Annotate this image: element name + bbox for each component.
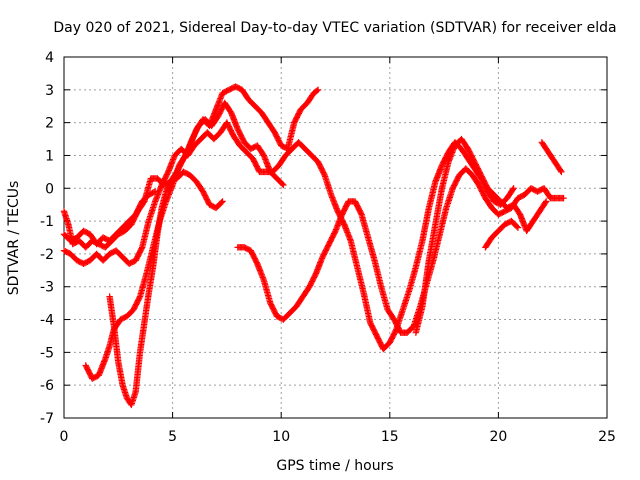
y-tick-label: -5 — [40, 345, 54, 361]
data-point — [136, 294, 143, 302]
chart-title: Day 020 of 2021, Sidereal Day-to-day VTE… — [53, 20, 616, 36]
plot-frame — [63, 56, 608, 419]
data-point — [152, 188, 159, 195]
data-point — [162, 188, 170, 195]
data-point — [314, 86, 322, 94]
data-point — [164, 185, 171, 192]
y-tick-label: -4 — [40, 313, 54, 329]
data-point — [560, 194, 567, 202]
data-point — [320, 170, 328, 178]
x-tick-label: 25 — [598, 429, 616, 445]
data-series-8 — [538, 139, 565, 176]
data-point — [510, 185, 517, 192]
data-point — [513, 223, 521, 230]
y-tick-label: -7 — [40, 411, 54, 427]
data-point — [165, 181, 173, 188]
y-tick-label: -2 — [40, 247, 54, 263]
data-point — [514, 224, 522, 231]
data-series-6 — [412, 135, 550, 336]
data-point — [138, 245, 145, 252]
data-point — [313, 87, 321, 94]
data-point — [150, 189, 158, 196]
data-point — [557, 167, 564, 174]
grid — [64, 57, 607, 418]
data-point — [542, 198, 550, 205]
data-series-1 — [60, 119, 517, 353]
y-tick-label: 0 — [45, 181, 54, 197]
data-point — [357, 210, 365, 217]
data-point — [280, 181, 287, 189]
y-tick-label: 4 — [45, 50, 54, 66]
data-point — [218, 199, 225, 206]
y-tick-label: -1 — [40, 214, 54, 230]
data-point — [165, 182, 172, 190]
data-point — [163, 186, 170, 194]
data-point — [558, 168, 565, 176]
x-tick-label: 20 — [489, 429, 507, 445]
x-tick-label: 0 — [60, 429, 69, 445]
y-tick-label: 3 — [45, 83, 54, 99]
x-axis-title: GPS time / hours — [276, 458, 393, 474]
y-tick-label: 1 — [45, 148, 54, 164]
data-point — [542, 199, 549, 206]
data-series-4 — [106, 83, 322, 409]
data-series-2 — [60, 188, 159, 248]
data-series — [60, 83, 567, 409]
data-point — [164, 184, 172, 191]
x-tick-label: 5 — [168, 429, 177, 445]
y-axis-title: SDTVAR / TECUs — [6, 181, 22, 296]
data-point — [509, 186, 516, 193]
y-tick-label: -3 — [40, 280, 54, 296]
x-tick-label: 15 — [381, 429, 399, 445]
y-tick-label: 2 — [45, 116, 54, 132]
data-point — [219, 198, 226, 205]
y-tick-label: -6 — [40, 378, 54, 394]
data-point — [279, 180, 286, 188]
data-series-7 — [482, 217, 522, 251]
x-tick-label: 10 — [272, 429, 290, 445]
